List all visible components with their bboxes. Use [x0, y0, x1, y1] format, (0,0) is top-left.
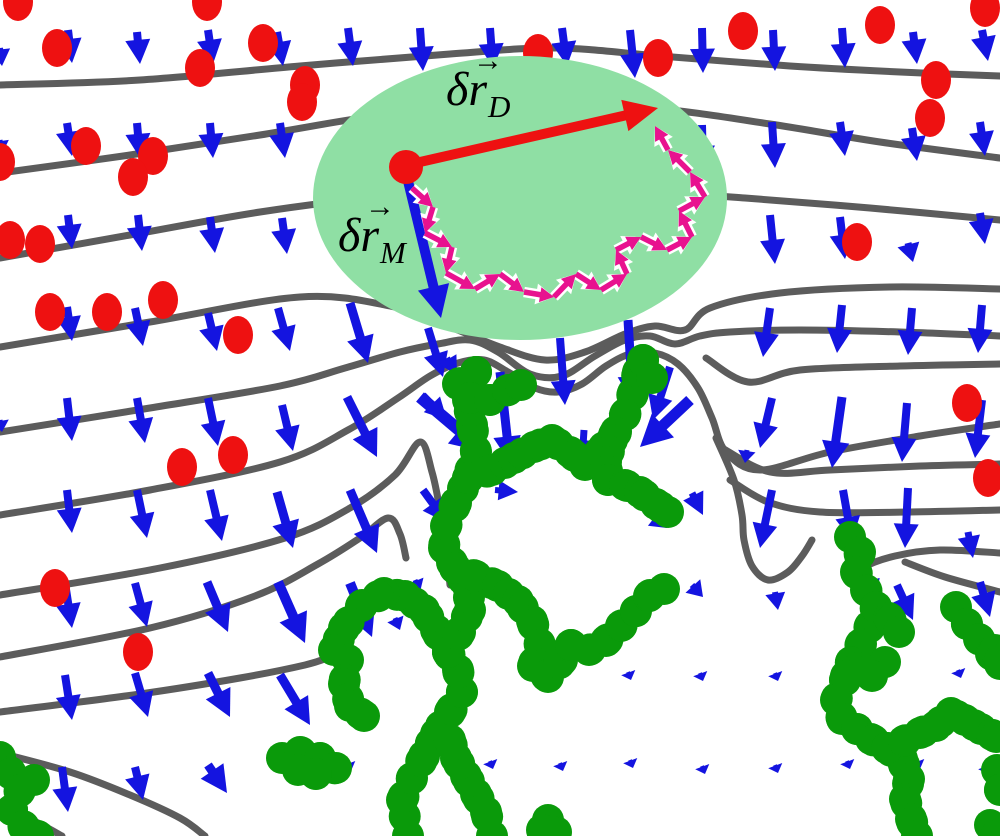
walker-particle	[389, 150, 423, 184]
vector-arrow-glyph: →	[365, 190, 395, 223]
random-walk-path	[408, 126, 710, 305]
aggregate-cluster	[0, 344, 1000, 836]
drift-label-base: δr	[446, 63, 487, 116]
migration-label-base: δr	[338, 209, 379, 262]
diffusing-particles	[0, 0, 1000, 671]
migration-displacement-arrow	[403, 179, 450, 318]
drift-label-subscript: D	[488, 89, 511, 124]
migration-label-subscript: M	[380, 235, 406, 270]
migration-displacement-label: δr → M	[338, 192, 406, 270]
field-arrows	[0, 27, 996, 812]
drift-displacement-arrow	[418, 99, 658, 167]
drift-displacement-label: δr → D	[446, 46, 511, 124]
vector-arrow-glyph: →	[473, 44, 503, 77]
